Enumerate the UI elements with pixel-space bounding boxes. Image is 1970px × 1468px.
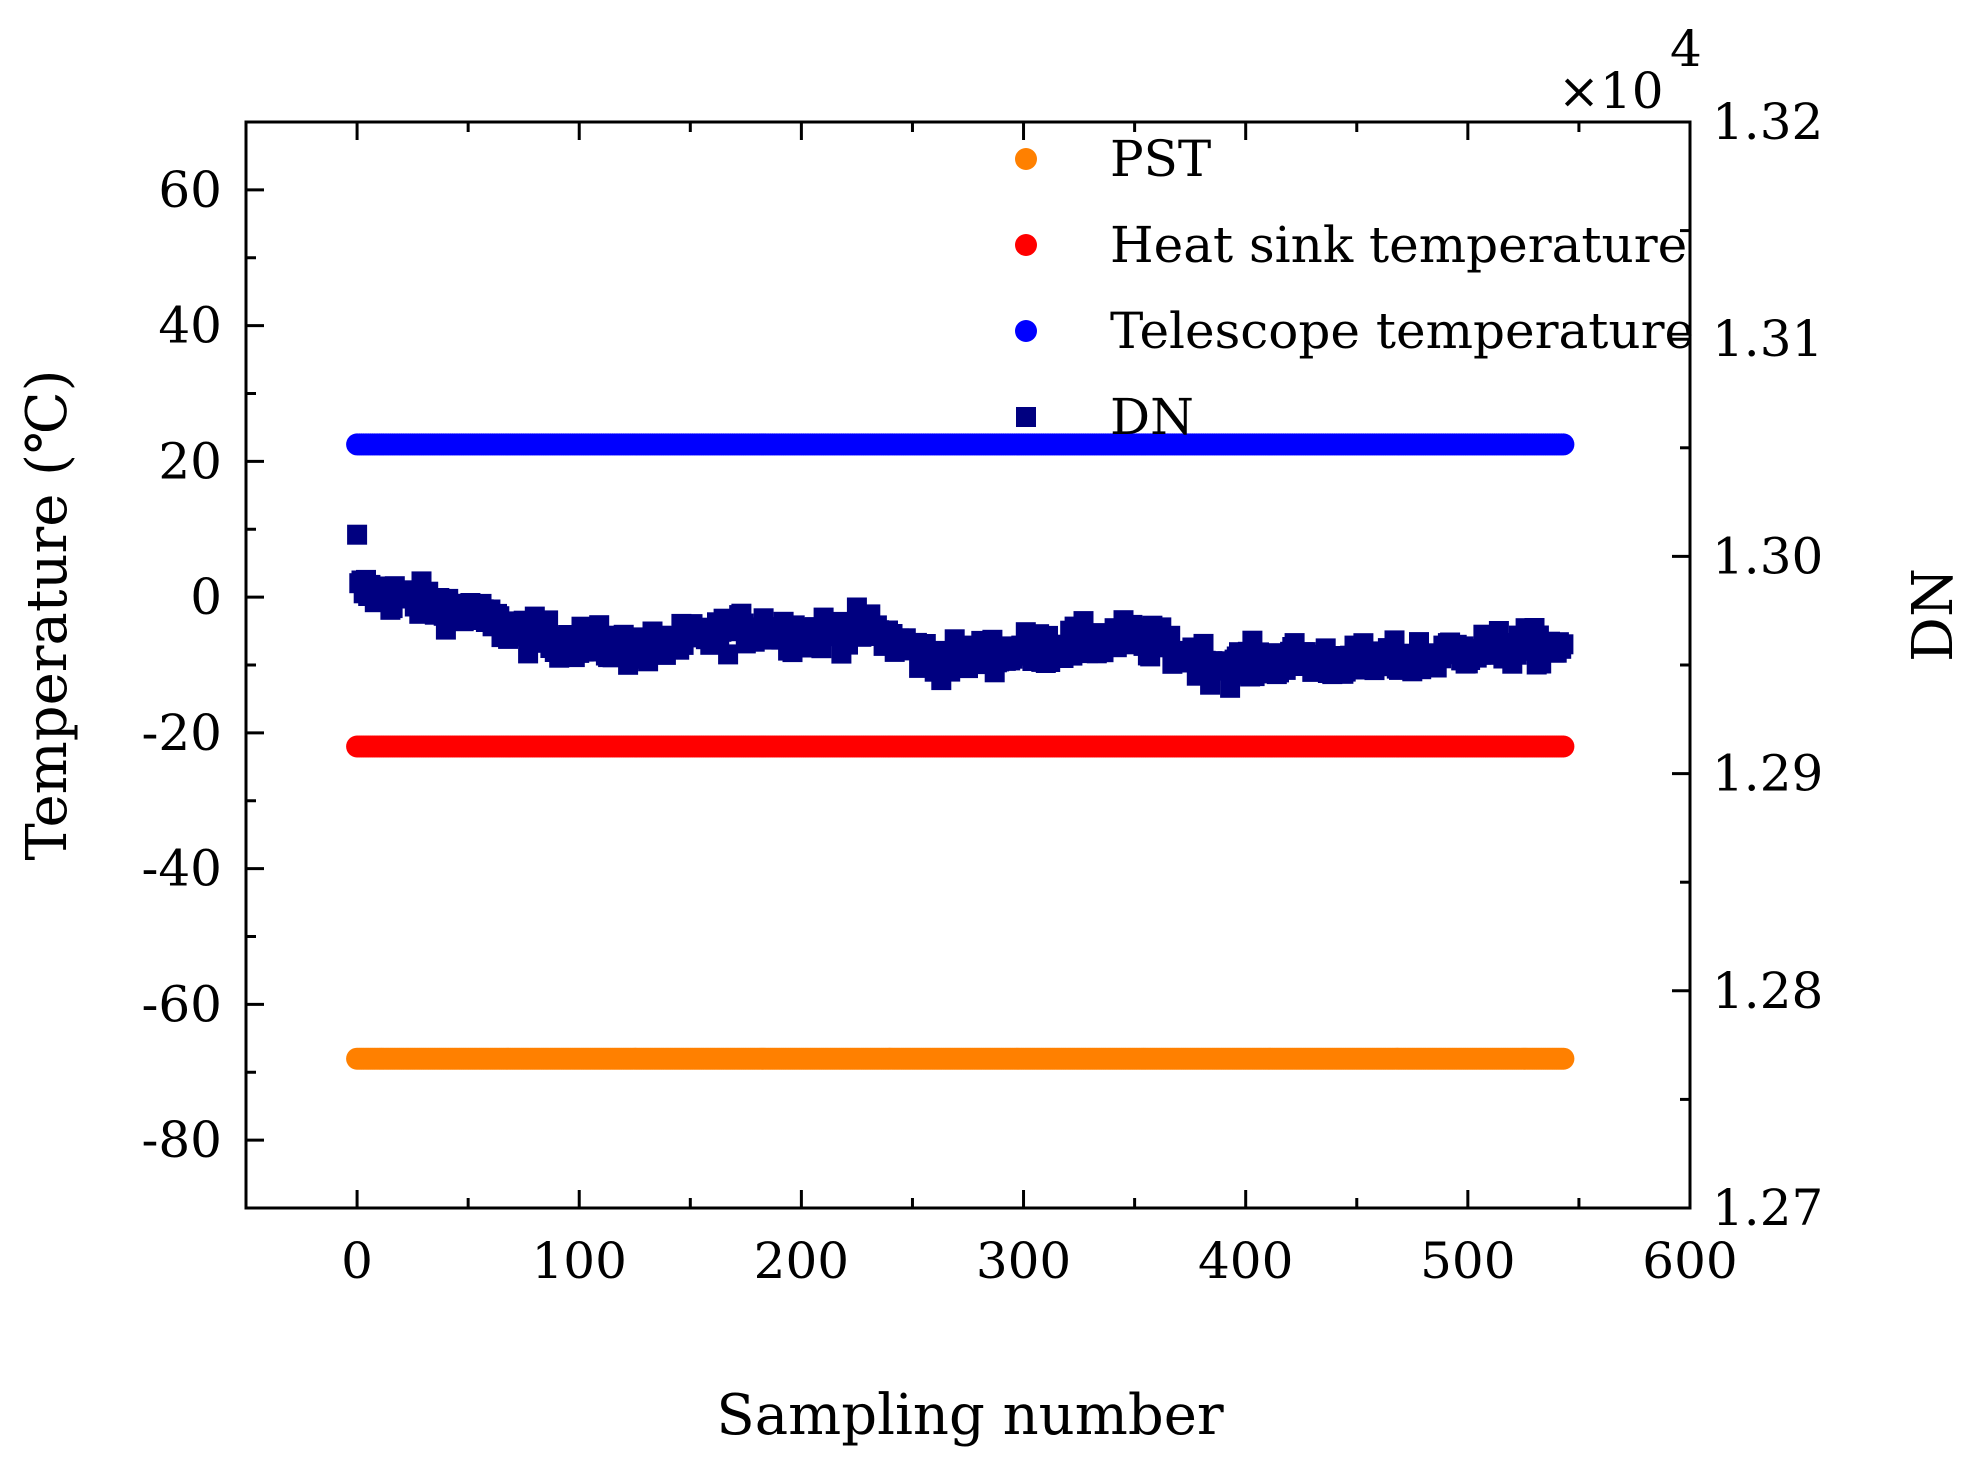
data-point: [1552, 433, 1575, 456]
y-left-tick-label: -40: [141, 840, 222, 898]
legend-marker: [1016, 407, 1036, 427]
data-point: [347, 524, 368, 545]
legend-marker: [1015, 148, 1037, 170]
legend-item: Heat sink temperature: [1015, 216, 1687, 274]
x-tick-label: 300: [976, 1232, 1071, 1290]
y-left-axis-title: Temperature (℃): [15, 369, 80, 860]
data-point: [1553, 634, 1574, 655]
data-point: [1552, 735, 1575, 758]
legend: PST Heat sink temperature Telescope temper…: [1015, 130, 1694, 446]
data-point: [1552, 1047, 1575, 1070]
legend-item: DN: [1016, 388, 1194, 446]
y-left-tick-label: -60: [141, 975, 222, 1033]
series-heat-sink-temperature: [346, 735, 1575, 758]
y-left-tick-label: 20: [158, 432, 222, 490]
y-left-tick-label: -80: [141, 1111, 222, 1169]
plot-area: [346, 433, 1575, 1070]
series-dn: [347, 524, 1574, 698]
legend-marker: [1015, 234, 1037, 256]
y-left-tick-label: 60: [158, 161, 222, 219]
x-axis-title: Sampling number: [716, 1383, 1223, 1448]
legend-item: PST: [1015, 130, 1211, 188]
right-axis-multiplier: ×10: [1558, 62, 1664, 120]
legend-item: Telescope temperature: [1015, 302, 1694, 360]
x-tick-label: 100: [532, 1232, 627, 1290]
data-point: [718, 644, 739, 665]
data-point: [538, 610, 559, 631]
axes: 0 100 200 300 400 500 6006040200-20-40-60-801.…: [141, 93, 1823, 1290]
y-right-tick-label: 1.28: [1712, 962, 1823, 1020]
y-right-tick-label: 1.29: [1712, 745, 1823, 803]
data-point: [1384, 630, 1405, 651]
y-right-tick-label: 1.32: [1712, 93, 1823, 151]
y-right-tick-label: 1.31: [1712, 310, 1823, 368]
x-tick-label: 500: [1420, 1232, 1515, 1290]
data-point: [435, 619, 456, 640]
right-axis-exponent: 4: [1670, 20, 1702, 78]
y-right-axis-title: DN: [1901, 568, 1966, 662]
series-pst: [346, 1047, 1575, 1070]
x-tick-label: 600: [1642, 1232, 1737, 1290]
legend-label: DN: [1110, 388, 1194, 446]
x-tick-label: 400: [1198, 1232, 1293, 1290]
legend-marker: [1015, 320, 1037, 342]
y-right-tick-label: 1.27: [1712, 1179, 1823, 1237]
y-right-tick-label: 1.30: [1712, 527, 1823, 585]
y-left-tick-label: 40: [158, 297, 222, 355]
x-tick-label: 200: [754, 1232, 849, 1290]
data-point: [1160, 625, 1181, 646]
legend-label: Heat sink temperature: [1110, 216, 1687, 274]
series-telescope-temperature: [346, 433, 1575, 456]
x-tick-label: 0: [341, 1232, 373, 1290]
data-point: [1193, 633, 1214, 654]
y-left-tick-label: 0: [190, 568, 222, 626]
y-left-tick-label: -20: [141, 704, 222, 762]
legend-label: Telescope temperature: [1110, 302, 1694, 360]
data-point: [1073, 611, 1094, 632]
legend-label: PST: [1110, 130, 1211, 188]
